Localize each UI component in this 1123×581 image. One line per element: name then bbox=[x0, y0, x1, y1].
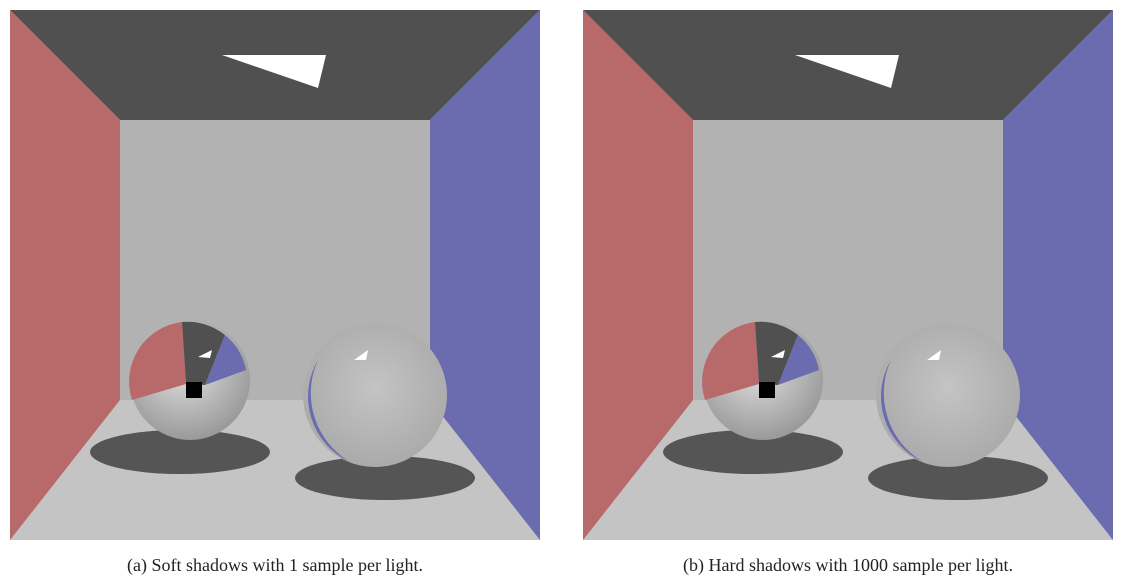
figure: (a) Soft shadows with 1 sample per light… bbox=[0, 0, 1123, 581]
caption: (a) Soft shadows with 1 sample per light… bbox=[127, 555, 423, 576]
render-soft bbox=[10, 10, 540, 540]
caption: (b) Hard shadows with 1000 sample per li… bbox=[683, 555, 1013, 576]
render-hard bbox=[583, 10, 1113, 540]
